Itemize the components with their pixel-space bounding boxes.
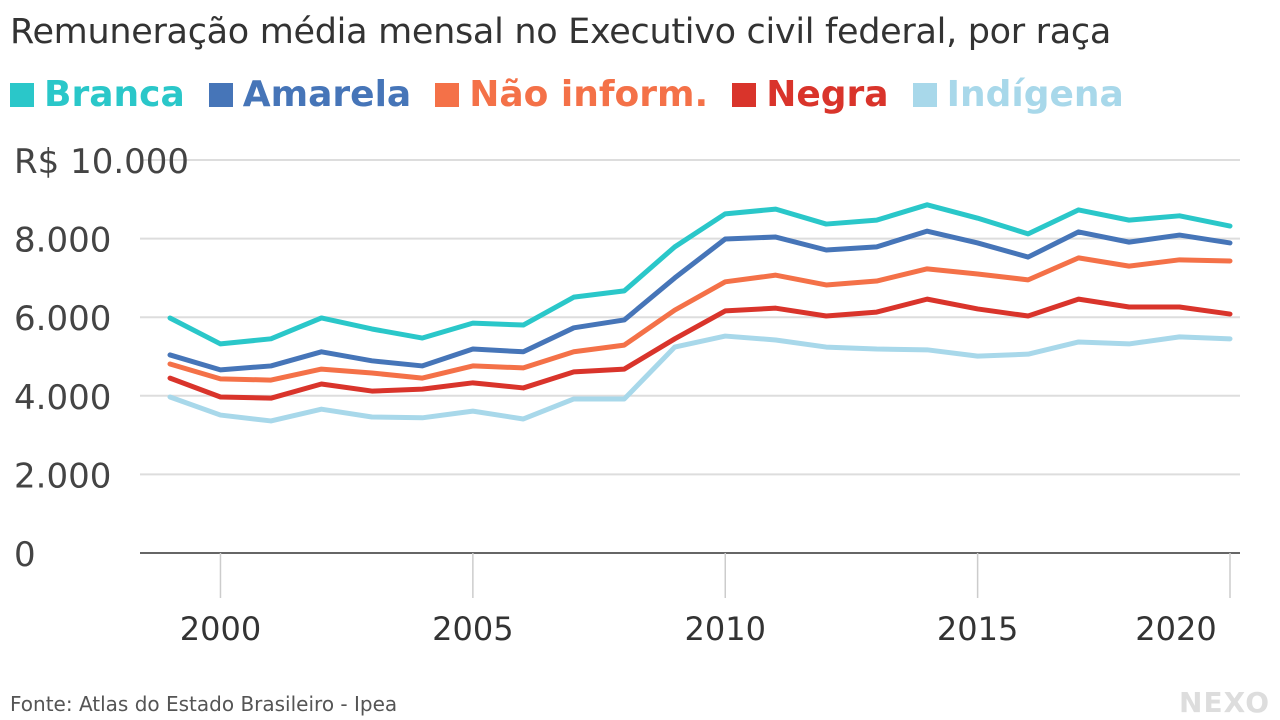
x-tick-label: 2000 [180,610,261,648]
legend-label: Negra [766,74,889,115]
legend-swatch [732,82,757,107]
legend-swatch [435,82,460,107]
nexo-logo: NEXO [1179,686,1270,719]
x-tick-label: 2010 [685,610,766,648]
series-line-ind-gena [167,333,1233,424]
legend: Branca Amarela Não inform. Negra Indígena [10,74,1124,115]
legend-label: Branca [44,74,185,115]
source-note: Fonte: Atlas do Estado Brasileiro - Ipea [10,692,398,716]
x-tick-label: 2015 [937,610,1018,648]
y-tick-label: 4.000 [14,378,111,418]
series-line-n-o-inform- [167,255,1233,383]
series-line-amarela [167,228,1233,373]
legend-item: Amarela [208,74,412,115]
x-tick-label: 2020 [1135,610,1216,648]
legend-swatch [912,82,937,107]
series-line-negra [167,296,1233,401]
y-tick-label: 8.000 [14,221,111,261]
y-tick-label: R$ 10.000 [14,142,189,182]
legend-label: Indígena [946,74,1124,115]
y-tick-label: 2.000 [14,456,111,496]
legend-item: Negra [732,74,889,115]
legend-item: Não inform. [435,74,708,115]
legend-item: Indígena [912,74,1124,115]
legend-label: Amarela [242,74,412,115]
y-tick-label: 0 [14,535,36,575]
x-tick-label: 2005 [432,610,513,648]
legend-swatch [208,82,233,107]
legend-swatch [10,82,34,107]
legend-label: Não inform. [469,74,709,115]
chart-title: Remuneração média mensal no Executivo ci… [10,12,1111,52]
legend-item: Branca [10,74,185,115]
y-tick-label: 6.000 [14,299,111,339]
series-line-branca [167,202,1233,347]
